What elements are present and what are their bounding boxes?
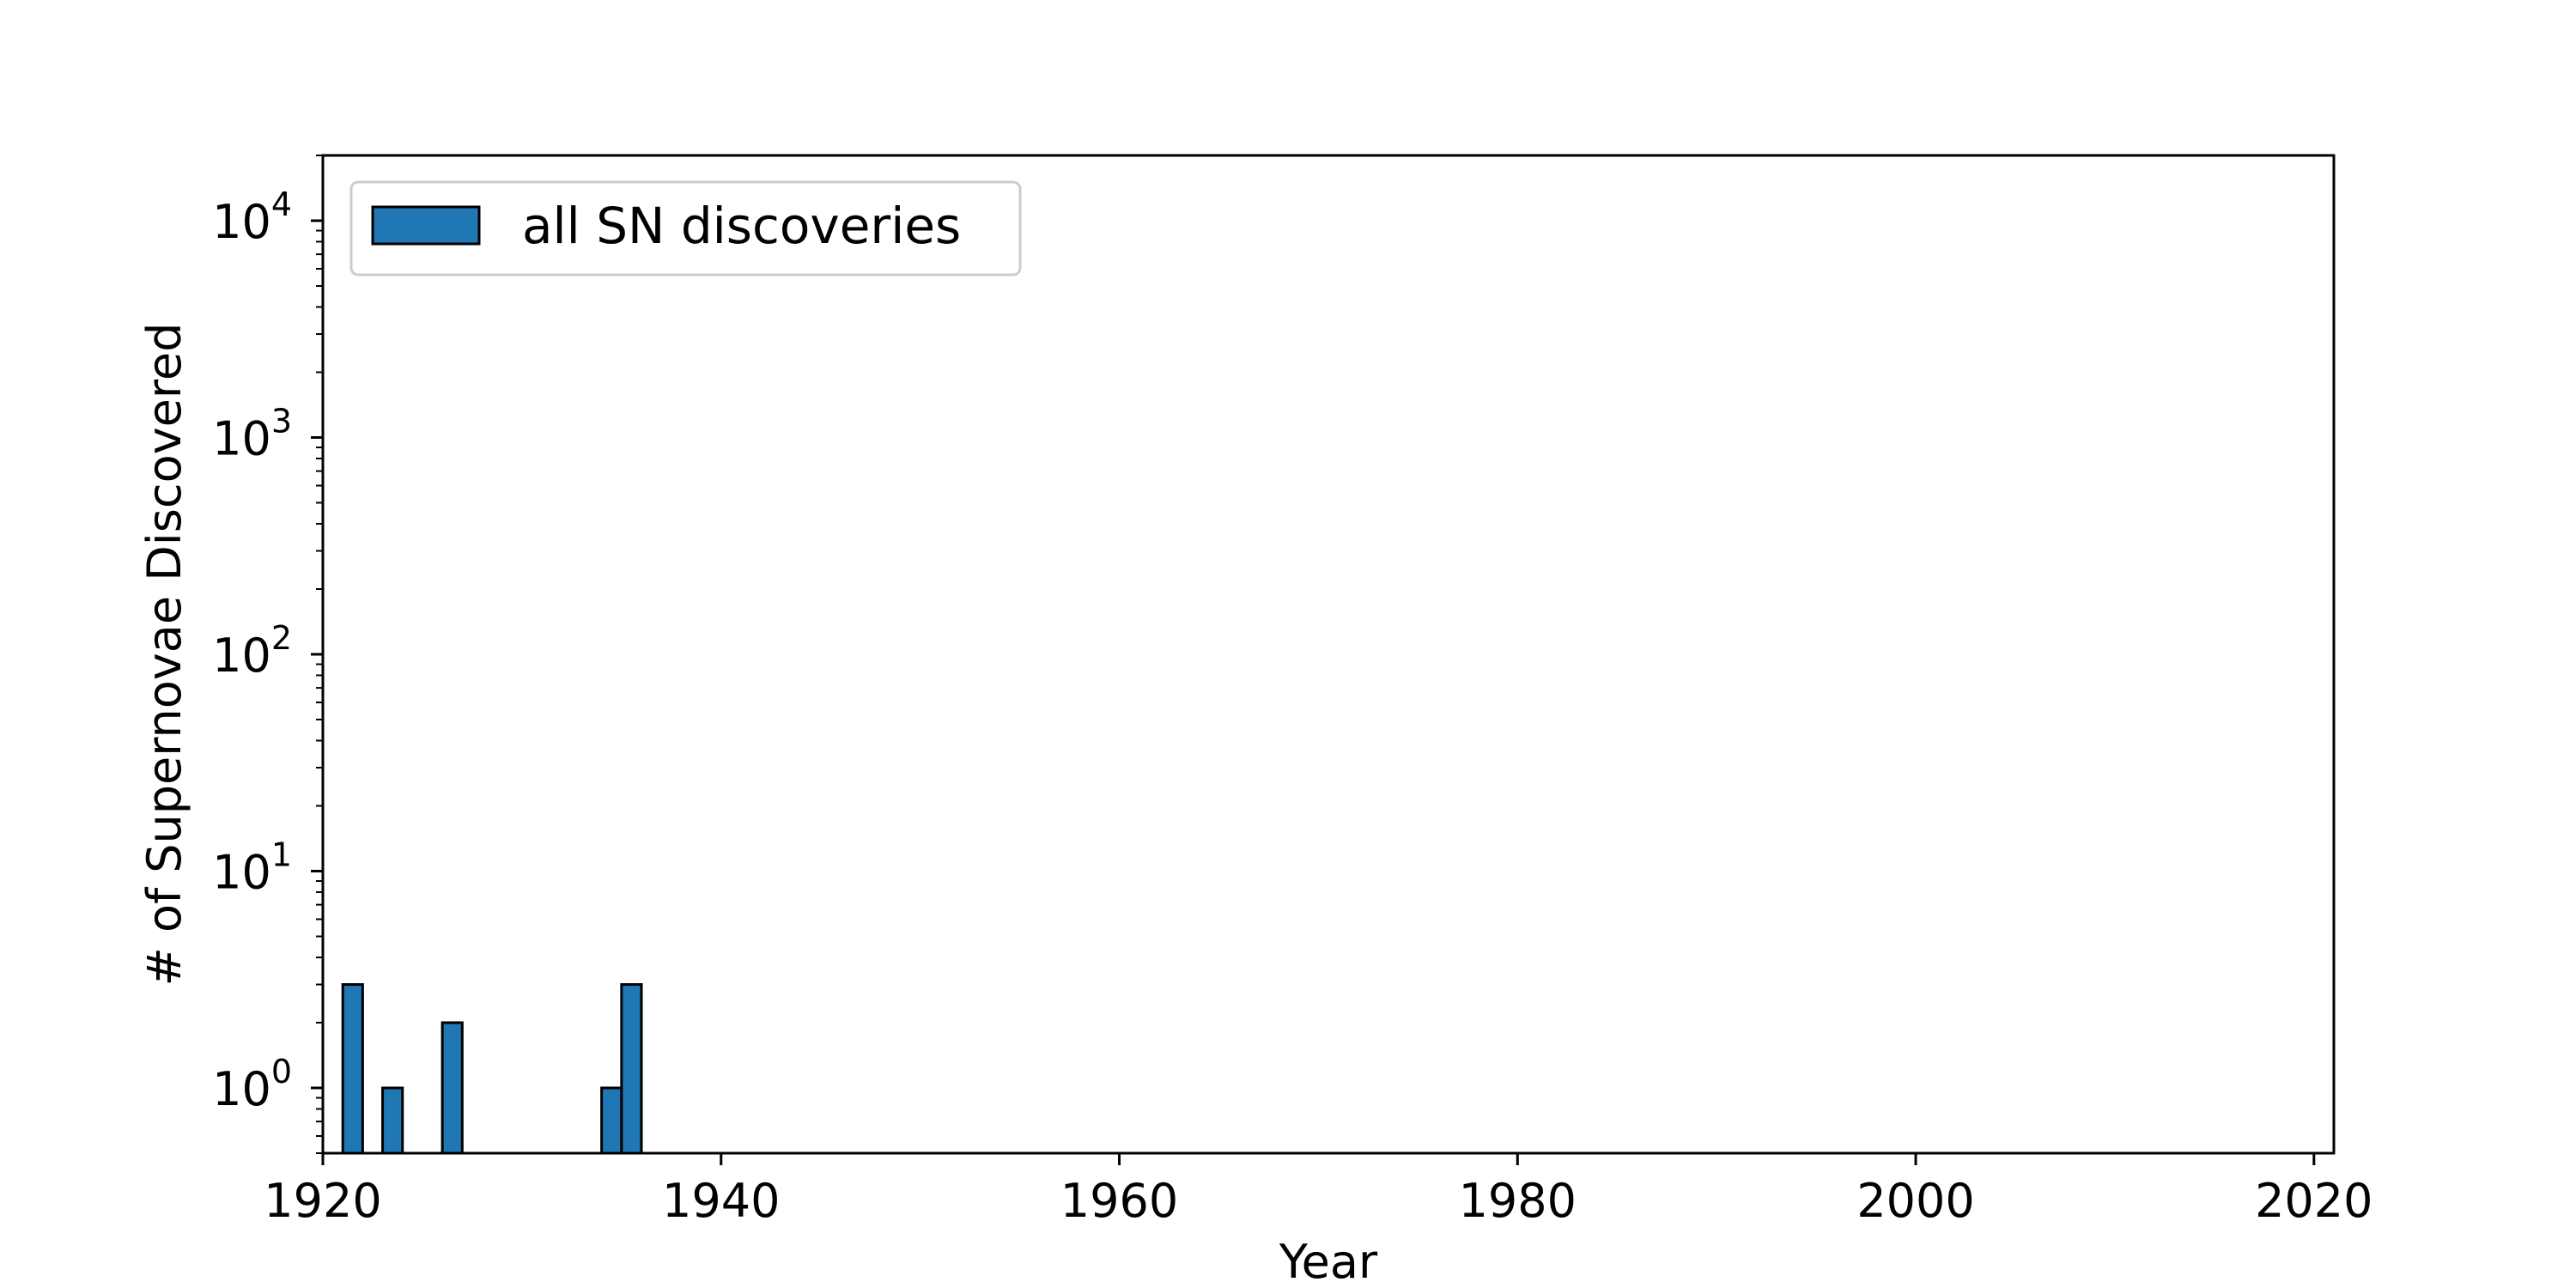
- bars-group: [341, 983, 643, 1155]
- y-axis-title: # of Supernovae Discovered: [137, 323, 191, 987]
- x-tick-label-1940: 1940: [662, 1174, 780, 1228]
- x-tick-label-2020: 2020: [2255, 1174, 2372, 1228]
- x-tick-label-2000: 2000: [1856, 1174, 1974, 1228]
- x-tick-label-1960: 1960: [1060, 1174, 1178, 1228]
- y-tick-label-10000: 104: [212, 185, 292, 249]
- y-axis: 100 101 102 103 104: [212, 155, 323, 1154]
- x-tick-label-1920: 1920: [264, 1174, 381, 1228]
- plot-frame: [321, 154, 2336, 1155]
- histogram-bar-1921: [341, 983, 364, 1155]
- x-axis-title: Year: [1279, 1235, 1378, 1288]
- histogram-bar-1923: [381, 1086, 404, 1155]
- legend: all SN discoveries: [349, 180, 1022, 276]
- legend-box: [349, 180, 1022, 276]
- histogram-bar-1934: [600, 1086, 623, 1155]
- legend-swatch: [371, 205, 481, 246]
- y-tick-label-1: 100: [212, 1053, 292, 1116]
- y-tick-label-100: 102: [212, 619, 292, 683]
- y-tick-label-1000: 103: [212, 403, 292, 466]
- x-tick-label-1980: 1980: [1459, 1174, 1577, 1228]
- x-axis: 1920 1940 1960 1980 2000 2020: [264, 1153, 2373, 1228]
- y-tick-label-10: 101: [212, 835, 292, 899]
- histogram-bar-1926: [440, 1021, 464, 1155]
- legend-label: all SN discoveries: [522, 197, 961, 255]
- histogram-bar-1935: [620, 983, 643, 1155]
